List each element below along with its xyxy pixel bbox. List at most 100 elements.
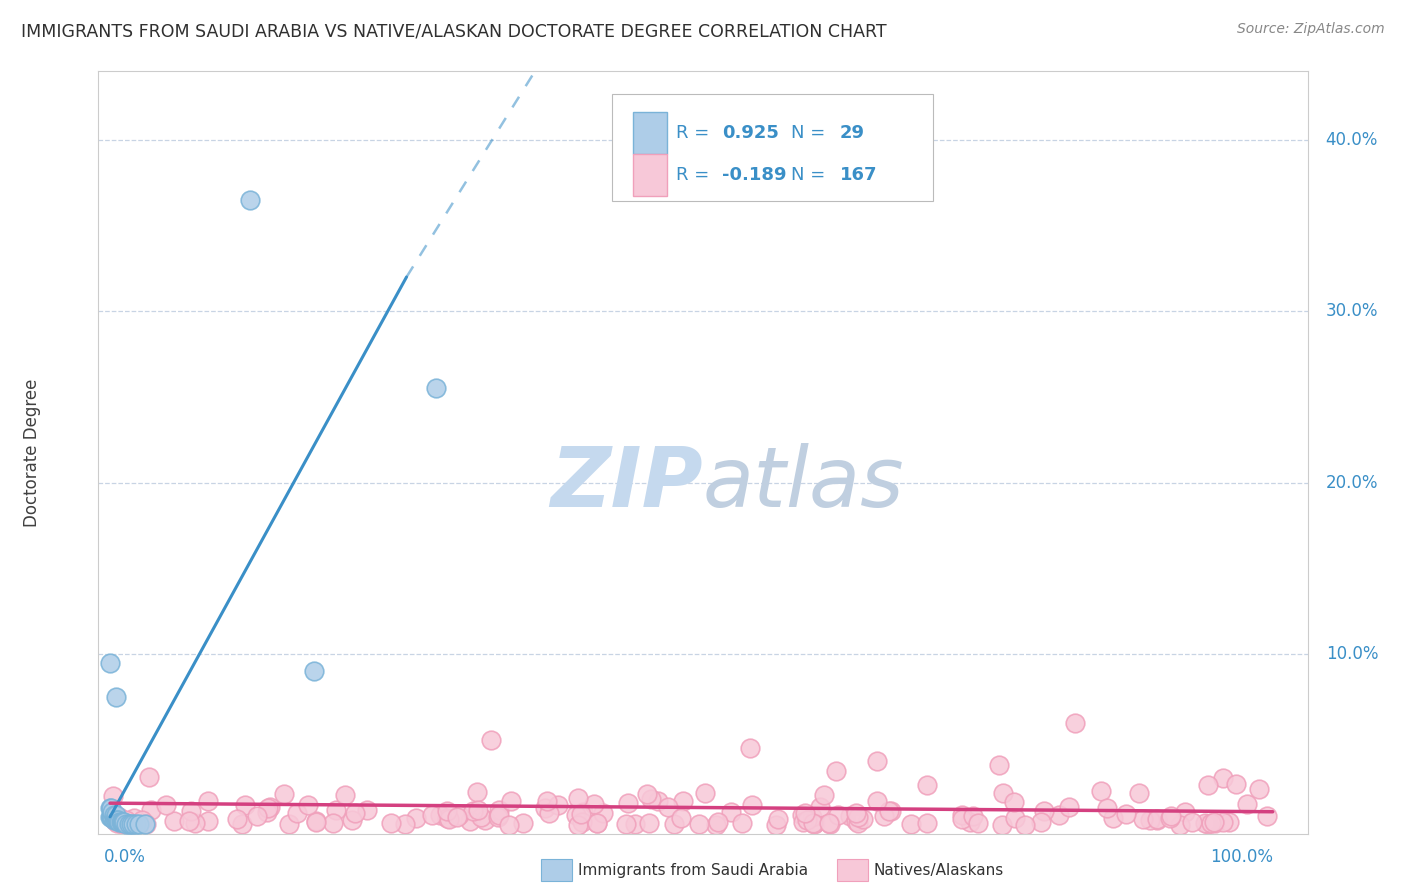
Point [128, 816, 150, 830]
Point [447, 807, 470, 822]
Point [1090, 783, 1112, 797]
Point [305, 814, 328, 828]
Point [498, 818, 520, 832]
Text: 0.925: 0.925 [723, 124, 779, 142]
Point [818, 816, 841, 830]
Point [104, 690, 127, 704]
Point [1212, 815, 1234, 830]
Point [1249, 782, 1271, 797]
Text: 167: 167 [839, 167, 877, 185]
Point [1004, 811, 1026, 825]
Point [122, 816, 145, 830]
Point [880, 805, 903, 819]
Point [917, 815, 939, 830]
Point [1033, 804, 1056, 818]
Point [793, 805, 815, 820]
Point [103, 813, 125, 827]
Point [693, 786, 716, 800]
Point [233, 797, 256, 812]
Point [846, 816, 869, 830]
Point [322, 816, 344, 830]
Point [1212, 771, 1234, 785]
Text: 0.0%: 0.0% [104, 847, 146, 866]
Point [852, 812, 875, 826]
Point [180, 804, 202, 818]
Point [614, 817, 637, 831]
Point [1159, 811, 1181, 825]
Point [567, 818, 589, 832]
Point [1225, 777, 1247, 791]
Point [380, 816, 402, 830]
Point [231, 816, 253, 830]
Point [1057, 799, 1080, 814]
Point [285, 806, 308, 821]
Point [900, 816, 922, 830]
Point [343, 805, 366, 820]
Point [738, 741, 761, 756]
Point [259, 799, 281, 814]
Point [536, 794, 558, 808]
Point [866, 794, 889, 808]
FancyBboxPatch shape [613, 95, 932, 201]
FancyBboxPatch shape [633, 112, 666, 153]
Point [1095, 800, 1118, 814]
Text: Source: ZipAtlas.com: Source: ZipAtlas.com [1237, 22, 1385, 37]
Point [488, 808, 510, 822]
Point [991, 786, 1014, 800]
Point [803, 816, 825, 830]
Text: N =: N = [792, 167, 831, 185]
Point [1174, 805, 1197, 820]
Point [962, 808, 984, 822]
Text: 29: 29 [839, 124, 865, 142]
Point [617, 796, 640, 810]
Text: Immigrants from Saudi Arabia: Immigrants from Saudi Arabia [578, 863, 808, 878]
Point [131, 813, 153, 827]
Point [1064, 715, 1087, 730]
Point [707, 815, 730, 830]
Text: Natives/Alaskans: Natives/Alaskans [873, 863, 1004, 878]
Point [436, 811, 458, 825]
Point [302, 664, 325, 678]
Point [669, 811, 692, 825]
Point [688, 817, 710, 831]
Point [104, 808, 127, 822]
Point [636, 787, 658, 801]
Point [1146, 813, 1168, 827]
Point [429, 808, 451, 822]
Point [278, 816, 301, 830]
Text: 20.0%: 20.0% [1326, 474, 1378, 491]
Point [356, 803, 378, 817]
Point [672, 795, 695, 809]
Point [177, 814, 200, 829]
Point [405, 811, 427, 825]
Point [657, 800, 679, 814]
Point [848, 810, 870, 824]
Point [845, 805, 868, 820]
Point [197, 794, 219, 808]
Point [184, 815, 207, 830]
Point [226, 812, 249, 826]
Point [112, 815, 135, 830]
Point [592, 806, 614, 821]
Point [105, 814, 128, 828]
Point [877, 804, 900, 818]
Point [825, 764, 848, 778]
Point [256, 805, 278, 819]
Point [1218, 814, 1240, 829]
Point [586, 815, 609, 830]
Point [470, 810, 492, 824]
Point [479, 732, 502, 747]
Point [571, 807, 593, 822]
Point [325, 803, 347, 817]
Point [1029, 814, 1052, 829]
Text: N =: N = [792, 124, 831, 142]
Point [845, 814, 868, 828]
Text: IMMIGRANTS FROM SAUDI ARABIA VS NATIVE/ALASKAN DOCTORATE DEGREE CORRELATION CHAR: IMMIGRANTS FROM SAUDI ARABIA VS NATIVE/A… [21, 22, 887, 40]
Point [1132, 812, 1154, 826]
Point [98, 656, 121, 670]
Point [246, 808, 269, 822]
Point [872, 809, 894, 823]
Point [537, 805, 560, 820]
Point [101, 789, 124, 803]
Point [808, 799, 831, 814]
